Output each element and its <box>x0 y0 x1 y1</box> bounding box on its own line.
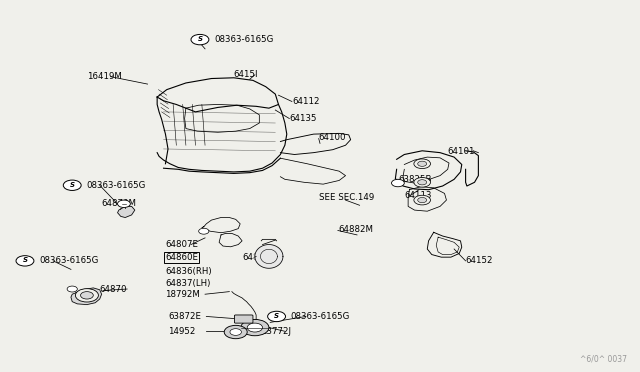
Text: S: S <box>70 182 75 188</box>
Circle shape <box>81 292 93 299</box>
Circle shape <box>67 286 77 292</box>
Text: 64807E: 64807E <box>166 240 198 249</box>
Text: S: S <box>198 36 202 42</box>
Polygon shape <box>71 288 102 305</box>
Text: 63872E: 63872E <box>168 312 201 321</box>
Text: 16419M: 16419M <box>87 72 122 81</box>
Circle shape <box>418 180 427 185</box>
Circle shape <box>63 180 81 190</box>
Text: 6415I: 6415I <box>234 70 259 79</box>
Circle shape <box>118 200 131 208</box>
Text: 64860E: 64860E <box>166 253 198 262</box>
Polygon shape <box>118 206 135 218</box>
Text: 64152: 64152 <box>466 256 493 265</box>
Text: 64870M: 64870M <box>102 199 136 208</box>
FancyBboxPatch shape <box>234 315 253 323</box>
Text: 14952: 14952 <box>168 327 195 336</box>
Circle shape <box>392 179 404 187</box>
Text: 08363-6165G: 08363-6165G <box>291 312 350 321</box>
Text: 64882M: 64882M <box>338 225 373 234</box>
Text: 64837(LH): 64837(LH) <box>166 279 211 288</box>
Circle shape <box>16 256 34 266</box>
Text: 08363-6165G: 08363-6165G <box>39 256 99 265</box>
Text: 64100: 64100 <box>319 133 346 142</box>
Circle shape <box>414 159 431 169</box>
Text: S: S <box>274 313 279 319</box>
Text: 64836(RH): 64836(RH) <box>166 267 212 276</box>
Circle shape <box>224 326 247 339</box>
Circle shape <box>247 323 262 332</box>
Circle shape <box>76 289 99 302</box>
Circle shape <box>191 35 209 45</box>
Text: 08363-6165G: 08363-6165G <box>214 35 273 44</box>
Text: 18792M: 18792M <box>166 290 200 299</box>
Circle shape <box>230 329 241 335</box>
Text: 63825B: 63825B <box>398 175 431 184</box>
Circle shape <box>414 177 431 187</box>
Text: 64870: 64870 <box>100 285 127 294</box>
Text: 23772J: 23772J <box>261 327 291 336</box>
Text: 64101: 64101 <box>448 147 476 156</box>
Circle shape <box>268 311 285 322</box>
Text: 08363-6165G: 08363-6165G <box>86 181 146 190</box>
Polygon shape <box>255 244 283 268</box>
Text: S: S <box>22 257 28 263</box>
Text: 64113: 64113 <box>404 191 432 200</box>
Circle shape <box>198 228 209 234</box>
Text: SEE SEC.149: SEE SEC.149 <box>319 193 374 202</box>
Circle shape <box>418 161 427 166</box>
Text: 64135: 64135 <box>289 114 317 123</box>
Circle shape <box>241 320 269 336</box>
Text: 64112: 64112 <box>292 97 319 106</box>
Circle shape <box>418 198 427 203</box>
Circle shape <box>414 195 431 205</box>
Text: 64830: 64830 <box>242 253 269 262</box>
Text: ^6/0^ 0037: ^6/0^ 0037 <box>580 354 627 363</box>
